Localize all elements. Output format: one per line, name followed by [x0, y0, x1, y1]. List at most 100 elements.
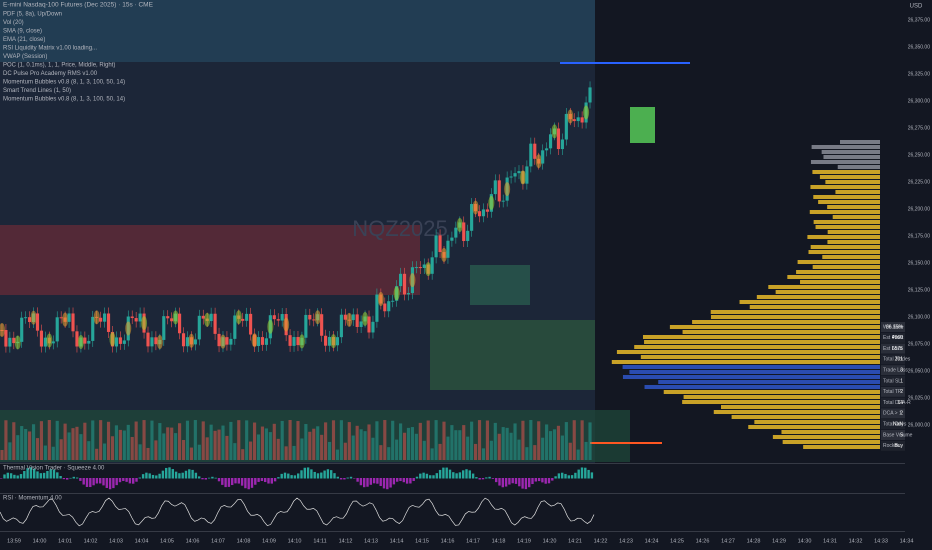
- squeeze-bar: [488, 476, 491, 479]
- squeeze-bar: [297, 473, 300, 479]
- bubble: [219, 334, 226, 349]
- volume-bar: [442, 421, 446, 460]
- squeeze-bar: [237, 478, 240, 484]
- candle-body: [501, 200, 505, 202]
- volume-bar: [47, 420, 51, 460]
- time-label: 14:23: [619, 538, 633, 544]
- volume-bar: [335, 449, 340, 460]
- volume-profile-bar: [812, 170, 880, 174]
- volume-bar: [481, 448, 486, 460]
- volume-bar: [217, 429, 221, 460]
- squeeze-bar: [306, 467, 310, 479]
- squeeze-bar: [570, 475, 574, 479]
- squeeze-bar: [201, 478, 204, 480]
- squeeze-bar: [224, 478, 227, 488]
- volume-bar: [87, 441, 91, 460]
- bubble: [425, 262, 432, 277]
- rsi-line: [0, 497, 595, 527]
- volume-bar: [150, 420, 154, 460]
- squeeze-bar: [145, 472, 148, 479]
- squeeze-bar: [105, 478, 108, 488]
- volume-bar: [489, 440, 493, 460]
- squeeze-bar: [198, 476, 201, 479]
- volume-profile-bar: [819, 175, 880, 179]
- squeeze-bar: [13, 474, 16, 479]
- volume-bar: [351, 435, 355, 460]
- time-label: 14:00: [33, 538, 47, 544]
- squeeze-bar: [267, 478, 270, 484]
- volume-bar: [560, 435, 564, 460]
- volume-bar: [59, 439, 63, 460]
- candle-body: [414, 267, 418, 269]
- time-label: 14:34: [900, 538, 914, 544]
- volume-profile-bar: [710, 310, 880, 314]
- time-label: 14:14: [390, 538, 404, 544]
- candle-body: [181, 333, 186, 347]
- level-line: [560, 62, 690, 64]
- candle-body: [122, 340, 126, 344]
- bubble: [346, 312, 353, 327]
- squeeze-bar: [92, 478, 95, 486]
- candle-body: [406, 293, 411, 295]
- candle-body: [466, 230, 470, 242]
- squeeze-bar: [363, 478, 366, 488]
- squeeze-bar: [336, 476, 339, 479]
- candle-body: [481, 209, 486, 217]
- time-label: 14:10: [288, 538, 302, 544]
- indicator-label: Momentum Bubbles v0.8 (8, 1, 3, 100, 50,…: [3, 97, 125, 103]
- table-label: Rocket: [883, 443, 899, 449]
- squeeze-bar: [0, 478, 3, 479]
- squeeze-bar: [82, 478, 85, 485]
- squeeze-bar: [376, 478, 379, 484]
- squeeze-bar: [501, 478, 504, 488]
- volume-profile-bar: [827, 205, 880, 209]
- squeeze-bar: [425, 473, 429, 479]
- volume-bar: [316, 426, 320, 460]
- squeeze-bar: [102, 478, 105, 486]
- volume-bar: [170, 427, 174, 460]
- volume-bar: [359, 429, 363, 460]
- volume-bar: [55, 420, 59, 460]
- candle-body: [217, 333, 221, 347]
- volume-profile-bar: [827, 230, 880, 234]
- table-row: [881, 365, 905, 376]
- volume-bar: [233, 443, 237, 460]
- squeeze-bar: [471, 473, 475, 479]
- candle-body: [355, 314, 359, 327]
- candle-body: [580, 117, 584, 123]
- volume-profile-bar: [682, 400, 880, 404]
- volume-profile-bar: [782, 440, 880, 444]
- indicator-label: SMA (9, close): [3, 29, 42, 35]
- squeeze-bar: [346, 477, 349, 479]
- squeeze-bar: [442, 467, 445, 479]
- time-label: 14:29: [772, 538, 786, 544]
- volume-bar: [209, 424, 213, 460]
- volume-bar: [0, 450, 4, 460]
- indicator-label: Smart Trend Lines (1, 50): [3, 88, 71, 94]
- bubble: [583, 105, 590, 120]
- volume-bar: [533, 445, 537, 460]
- squeeze-bar: [19, 474, 23, 479]
- volume-bar: [256, 434, 261, 460]
- candle-body: [185, 337, 190, 347]
- bubble: [441, 247, 447, 262]
- candle-body: [529, 143, 533, 167]
- candle-body: [276, 319, 280, 321]
- squeeze-bar: [561, 472, 564, 479]
- candle-body: [150, 337, 154, 347]
- volume-bar: [272, 423, 276, 460]
- volume-profile-bar: [682, 330, 880, 334]
- bubble: [62, 312, 69, 327]
- volume-bar: [106, 421, 111, 460]
- candle-body: [312, 319, 316, 321]
- squeeze-bar: [504, 478, 508, 487]
- squeeze-bar: [23, 471, 26, 479]
- candle-body: [162, 316, 166, 340]
- time-label: 14:17: [466, 538, 480, 544]
- volume-profile-bar: [810, 245, 880, 249]
- candle-body: [91, 316, 95, 341]
- volume-profile-bar: [808, 250, 880, 254]
- volume-bar: [252, 422, 257, 460]
- price-label: 26,350.00: [908, 44, 930, 50]
- volume-bar: [71, 428, 75, 460]
